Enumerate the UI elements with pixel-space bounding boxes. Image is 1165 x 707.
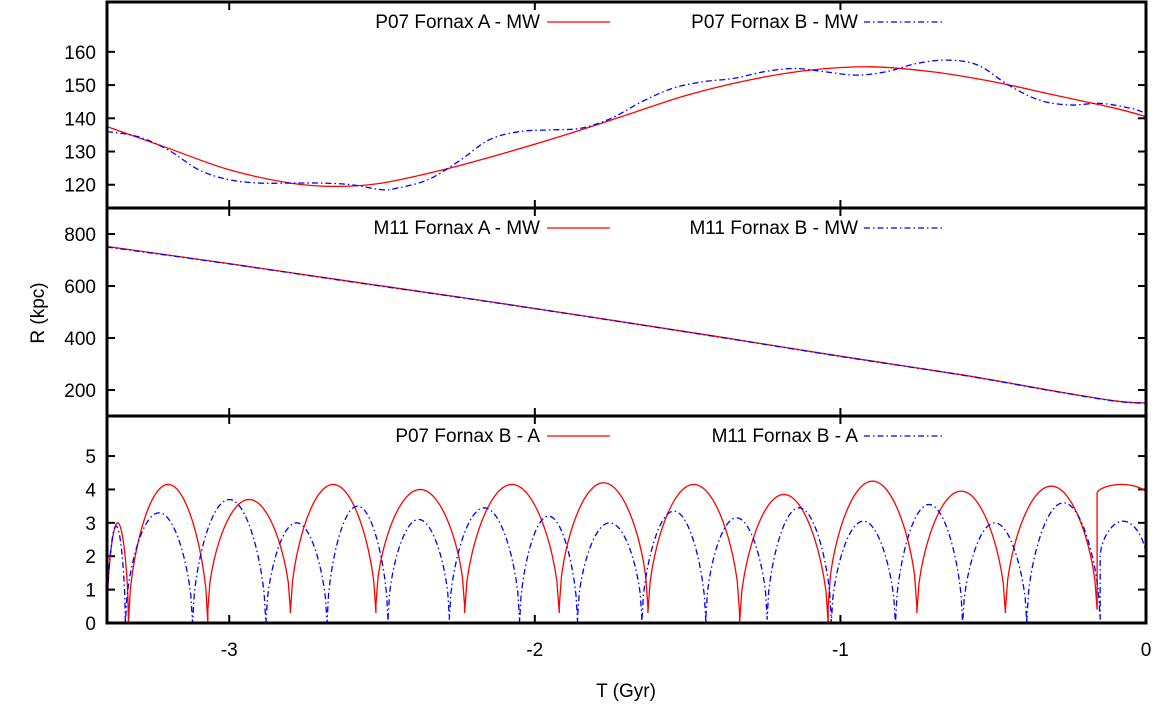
panel-frame <box>105 414 1148 625</box>
legend-label: P07 Fornax B - A <box>395 426 540 447</box>
y-tick-label: 0 <box>85 614 96 635</box>
series-line <box>107 59 1146 191</box>
panel-frame <box>105 0 1148 210</box>
series-line <box>107 498 1146 623</box>
panel-middle: 200 400 600 800 M11 Fornax A - MW M11 Fornax … <box>64 206 1148 418</box>
y-tick-label: 120 <box>64 176 96 197</box>
x-axis-title: T (Gyr) <box>596 681 656 702</box>
x-tick-label: -1 <box>832 640 849 661</box>
series-line <box>107 246 1146 404</box>
series-line <box>107 66 1146 188</box>
y-tick-label: 1 <box>85 581 96 602</box>
legend-label: P07 Fornax A - MW <box>375 12 540 33</box>
y-tick-label: 4 <box>85 480 96 501</box>
y-tick-label: 400 <box>64 329 96 350</box>
panel-top: 120 130 140 150 160 P07 Fornax A - MW P07 Forn… <box>64 0 1148 210</box>
y-tick-label: 3 <box>85 514 96 535</box>
y-tick-label: 2 <box>85 547 96 568</box>
legend-label: M11 Fornax B - MW <box>689 218 858 239</box>
legend-label: P07 Fornax B - MW <box>691 12 858 33</box>
x-tick-label: 0 <box>1141 640 1152 661</box>
legend-label: M11 Fornax B - A <box>712 426 859 447</box>
y-tick-label: 5 <box>85 447 96 468</box>
panel-frame <box>105 206 1148 418</box>
y-tick-label: 130 <box>64 143 96 164</box>
y-tick-label: 200 <box>64 381 96 402</box>
y-tick-label: 600 <box>64 277 96 298</box>
y-tick-label: 160 <box>64 43 96 64</box>
x-tick-label: -2 <box>526 640 543 661</box>
panel-bottom: 0 1 2 3 4 5 P07 Fornax B - A M11 Fornax B - A <box>85 414 1148 635</box>
y-tick-label: 150 <box>64 76 96 97</box>
x-tick-label: -3 <box>221 640 238 661</box>
legend-label: M11 Fornax A - MW <box>374 218 541 239</box>
y-axis-title: R (kpc) <box>28 282 49 343</box>
series-line <box>107 480 1146 623</box>
y-tick-label: 140 <box>64 109 96 130</box>
y-tick-label: 800 <box>64 225 96 246</box>
